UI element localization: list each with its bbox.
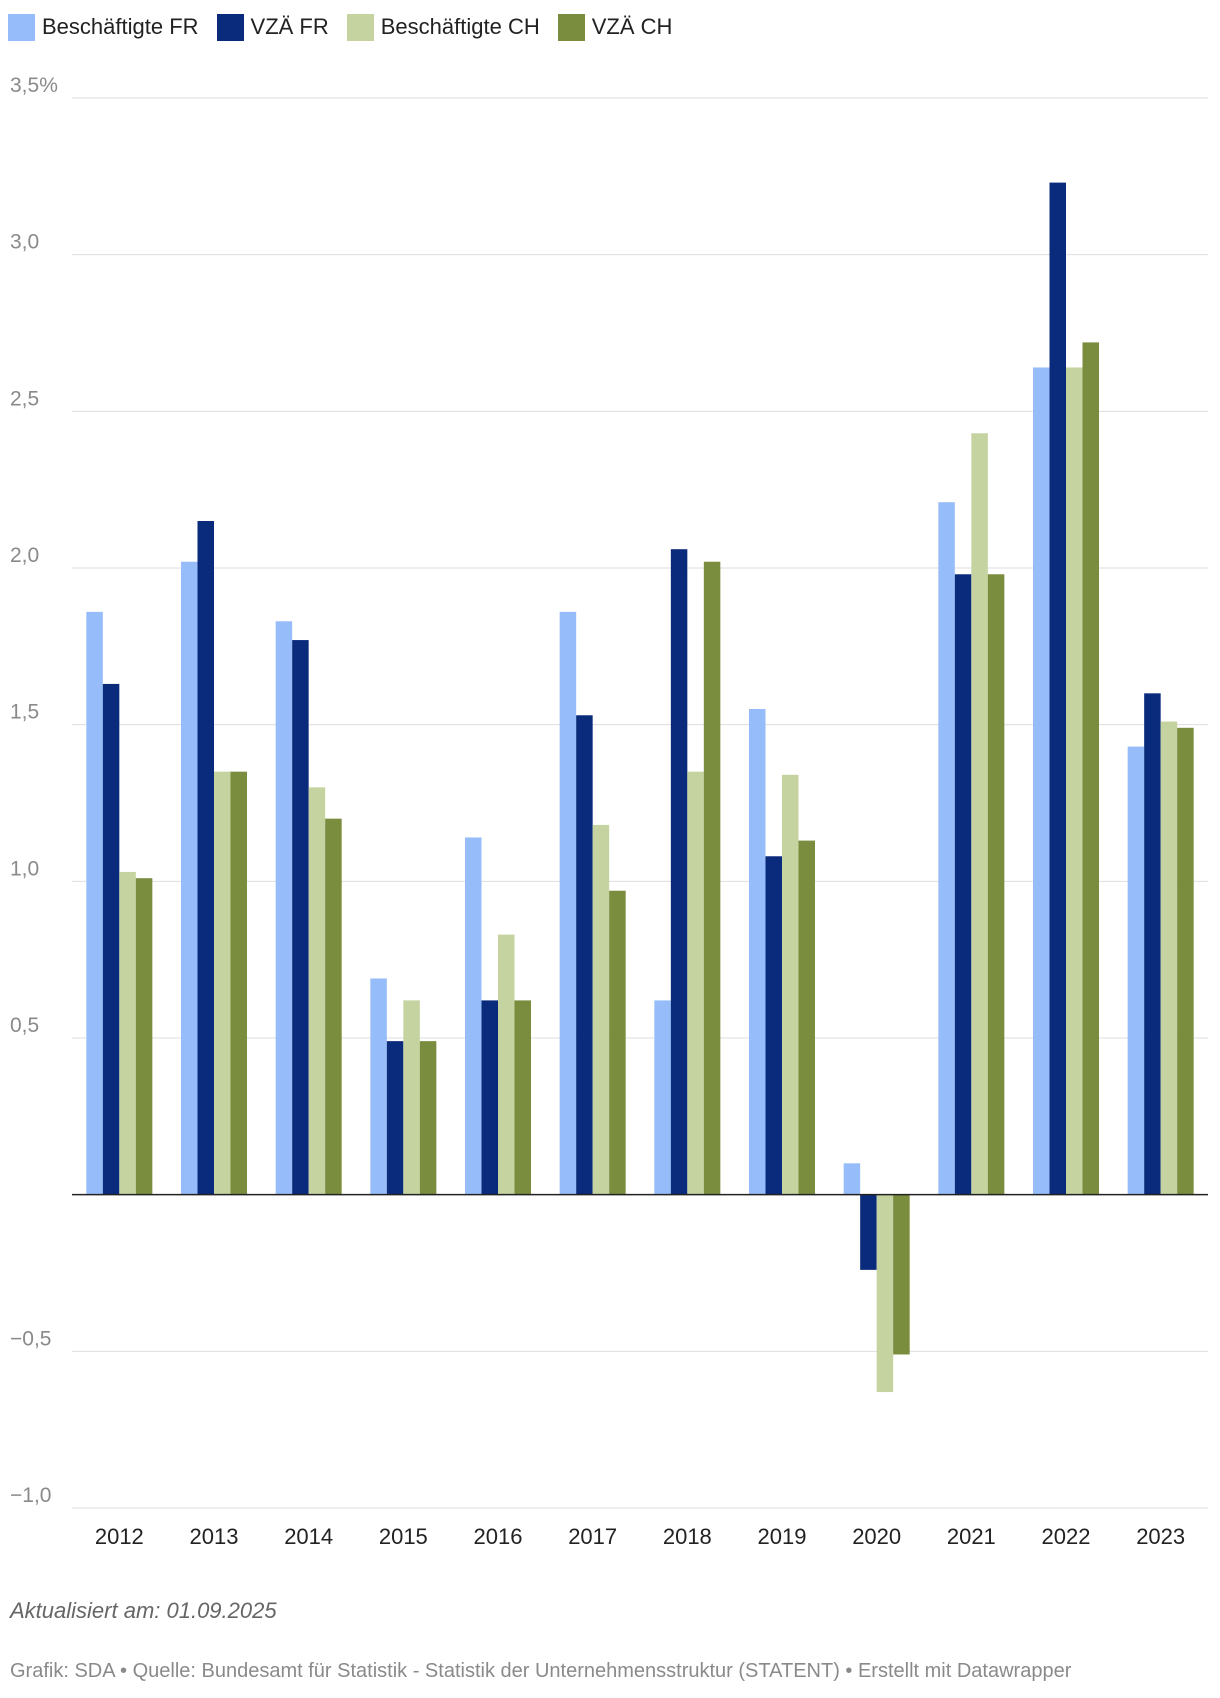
bar <box>971 433 988 1195</box>
bar <box>292 640 309 1195</box>
x-tick-label: 2017 <box>568 1524 617 1549</box>
y-tick-label: 2,5 <box>10 387 39 410</box>
bar <box>403 1000 420 1195</box>
bar <box>514 1000 531 1195</box>
bar <box>419 1041 437 1195</box>
bar-chart: 3,5% 3,0 2,5 2,0 1,5 1,0 0,5 −0,5 −1,0 2012 2013 20… <box>10 74 1208 1549</box>
bar <box>1049 182 1066 1195</box>
bar <box>670 549 688 1195</box>
y-tick-label: 1,5 <box>10 701 39 724</box>
x-tick-label: 2013 <box>190 1524 239 1549</box>
bar <box>498 934 515 1195</box>
bar <box>119 871 136 1195</box>
x-tick-label: 2020 <box>852 1524 901 1549</box>
bars <box>86 182 1194 1393</box>
bar <box>954 574 972 1195</box>
bar <box>1160 721 1178 1195</box>
bar <box>576 715 593 1195</box>
bar <box>987 574 1005 1195</box>
bar <box>609 890 626 1195</box>
y-tick-label: 3,5% <box>10 74 58 97</box>
bar <box>181 561 198 1195</box>
bar <box>876 1194 894 1393</box>
bar <box>1033 367 1050 1195</box>
legend-label: VZÄ CH <box>591 14 673 39</box>
y-tick-label: −0,5 <box>10 1327 51 1350</box>
bar <box>654 1000 671 1195</box>
x-tick-label: 2016 <box>474 1524 523 1549</box>
bar <box>386 1041 404 1195</box>
x-tick-label: 2023 <box>1136 1524 1185 1549</box>
axes: 3,5% 3,0 2,5 2,0 1,5 1,0 0,5 −0,5 −1,0 2012 2013 20… <box>10 74 1208 1549</box>
bar <box>86 611 103 1195</box>
x-tick-label: 2012 <box>95 1524 144 1549</box>
legend-swatch-beschaeftigte-fr <box>8 13 35 41</box>
legend-label: Beschäftigte CH <box>380 14 540 39</box>
y-tick-label: 3,0 <box>10 231 39 254</box>
legend-swatch-beschaeftigte-ch <box>346 13 374 41</box>
bar <box>938 502 955 1195</box>
bar <box>1082 342 1099 1195</box>
updated-note: Aktualisiert am: 01.09.2025 <box>10 1598 277 1623</box>
x-tick-label: 2019 <box>758 1524 807 1549</box>
bar <box>559 611 577 1195</box>
x-tick-label: 2021 <box>947 1524 996 1549</box>
chart-legend: Beschäftigte FR VZÄ FR Beschäftigte CH V… <box>8 10 690 44</box>
x-tick-label: 2018 <box>663 1524 712 1549</box>
gridlines <box>72 97 1208 1509</box>
y-tick-label: 1,0 <box>10 857 39 880</box>
bar <box>275 621 293 1195</box>
bar <box>465 837 482 1195</box>
bar <box>703 561 721 1195</box>
legend-swatch-vzae-ch <box>557 13 585 41</box>
bar <box>765 856 782 1195</box>
legend-label: VZÄ FR <box>250 14 329 39</box>
bar <box>687 771 704 1195</box>
bar <box>860 1194 877 1270</box>
bar <box>135 878 153 1195</box>
legend-item-vzae-fr: VZÄ FR <box>216 13 329 41</box>
x-tick-label: 2015 <box>379 1524 428 1549</box>
bar <box>102 683 120 1195</box>
legend-item-beschaeftigte-ch: Beschäftigte CH <box>346 13 540 41</box>
legend-item-beschaeftigte-fr: Beschäftigte FR <box>8 13 199 41</box>
y-tick-label: −1,0 <box>10 1484 51 1507</box>
bar <box>893 1194 910 1355</box>
y-tick-label: 2,0 <box>10 544 39 567</box>
bar <box>1066 367 1083 1195</box>
bar <box>749 709 766 1195</box>
bar <box>230 771 247 1195</box>
bar <box>1177 727 1194 1195</box>
bar <box>798 840 815 1195</box>
x-tick-label: 2022 <box>1042 1524 1091 1549</box>
legend-item-vzae-ch: VZÄ CH <box>557 13 673 41</box>
bar <box>325 818 342 1195</box>
bar <box>1127 746 1145 1195</box>
bar <box>370 978 387 1195</box>
bar <box>592 824 610 1195</box>
source-note: Grafik: SDA • Quelle: Bundesamt für Stat… <box>10 1660 1072 1682</box>
legend-label: Beschäftigte FR <box>42 14 199 39</box>
bar <box>308 787 326 1195</box>
bar <box>843 1163 861 1195</box>
bar <box>782 774 799 1195</box>
bar <box>1144 693 1161 1195</box>
bar <box>197 521 214 1195</box>
bar <box>214 771 231 1195</box>
legend-swatch-vzae-fr <box>216 13 244 41</box>
bar <box>481 1000 498 1195</box>
x-tick-label: 2014 <box>284 1524 333 1549</box>
y-tick-label: 0,5 <box>10 1014 39 1037</box>
